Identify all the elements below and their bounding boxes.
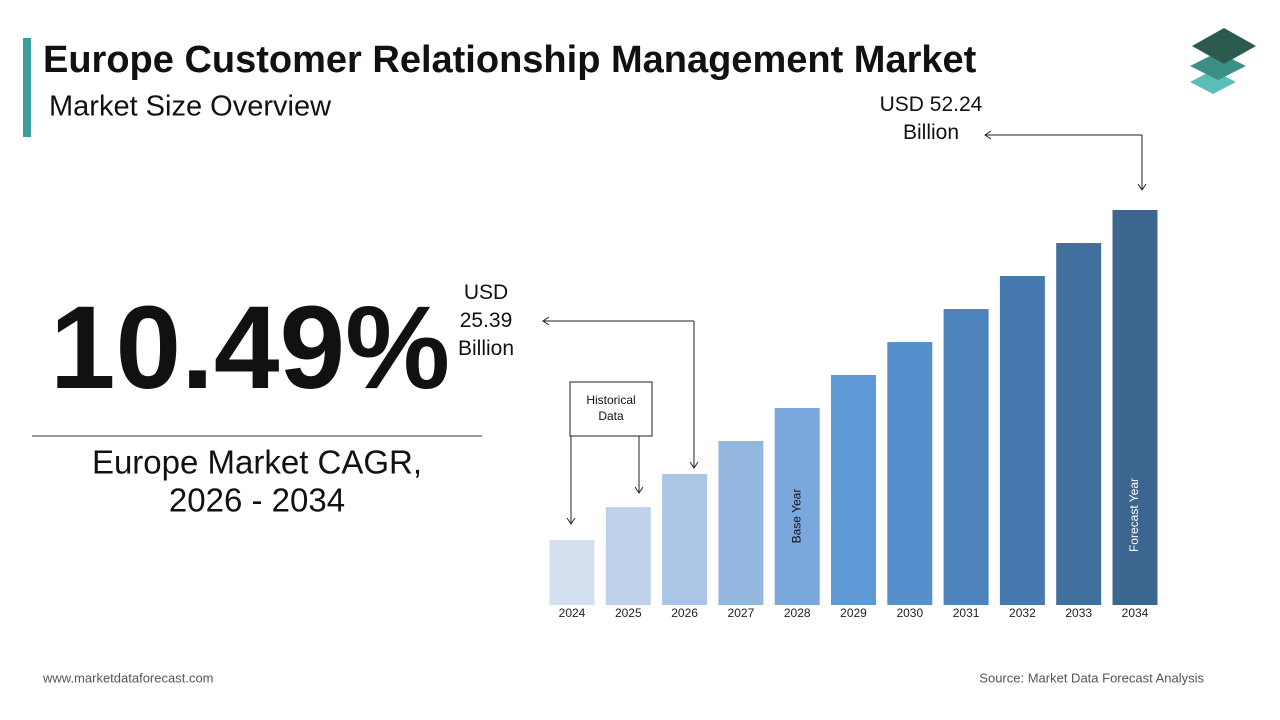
source: Source: Market Data Forecast Analysis xyxy=(979,670,1204,685)
cagr-value: 10.49% xyxy=(50,282,450,414)
bar xyxy=(887,342,933,605)
bar-annotation: Forecast Year xyxy=(1127,478,1141,552)
bar xyxy=(943,309,989,605)
x-tick-label: 2034 xyxy=(1122,606,1149,620)
bar xyxy=(605,507,651,605)
value-label: USD 52.24 Billion xyxy=(879,93,983,144)
bar xyxy=(718,440,764,605)
historical-label: Historical xyxy=(586,393,635,407)
bar-annotation: Base Year xyxy=(789,489,803,544)
accent-bar xyxy=(23,38,31,137)
x-tick-label: 2028 xyxy=(784,606,811,620)
bar xyxy=(999,275,1045,605)
website: www.marketdataforecast.com xyxy=(42,670,214,685)
historical-label: Data xyxy=(598,409,624,423)
cagr-label: 2026 - 2034 xyxy=(169,482,345,519)
value-label: USD 25.39 Billion xyxy=(457,281,515,360)
historical-label: Data xyxy=(598,409,624,423)
bar xyxy=(774,408,820,605)
bar xyxy=(831,375,876,605)
x-tick-label: 2031 xyxy=(953,606,980,620)
bar xyxy=(1112,210,1158,605)
x-tick-label: 2029 xyxy=(840,606,867,620)
bar xyxy=(549,540,595,605)
bar xyxy=(1056,243,1102,605)
x-tick-label: 2024 xyxy=(559,606,586,620)
logo xyxy=(1190,28,1256,94)
x-tick-label: 2026 xyxy=(671,606,698,620)
subtitle: Market Size Overview xyxy=(49,91,332,123)
x-tick-label: 2033 xyxy=(1065,606,1092,620)
arrows xyxy=(542,130,1147,525)
cagr-label: Europe Market CAGR, xyxy=(92,444,422,481)
title: Europe Customer Relationship Management … xyxy=(43,39,977,81)
x-tick-label: 2027 xyxy=(728,606,755,620)
x-tick-label: 2032 xyxy=(1009,606,1036,620)
historical-label: Historical xyxy=(586,393,635,407)
bar xyxy=(662,474,708,605)
x-tick-label: 2025 xyxy=(615,606,642,620)
x-tick-label: 2030 xyxy=(896,606,923,620)
